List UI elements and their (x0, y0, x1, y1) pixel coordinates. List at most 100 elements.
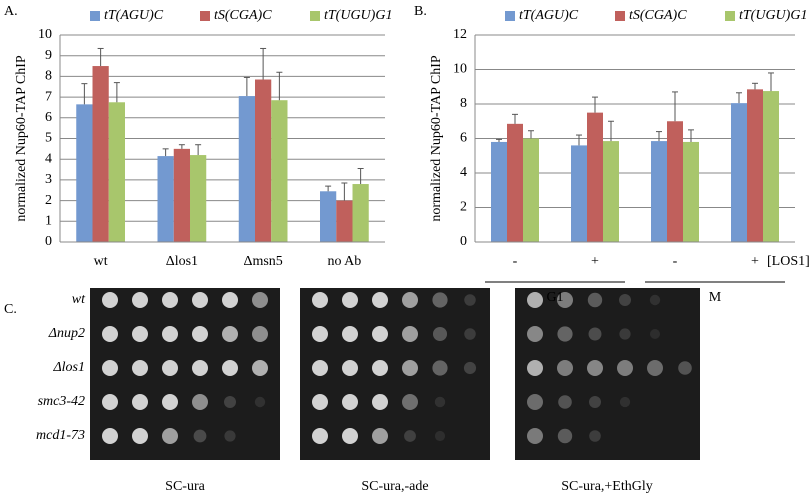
media-label: SC-ura,-ade (361, 479, 428, 494)
yeast-spot (192, 326, 208, 342)
yeast-spot (342, 428, 358, 444)
x-tick-label: Δlos1 (166, 254, 198, 269)
legend-label: tS(CGA)C (629, 8, 687, 23)
yeast-spot (312, 394, 328, 410)
plate-image (515, 288, 700, 460)
y-tick-label: 3 (45, 172, 52, 187)
legend-swatch (505, 11, 515, 21)
legend-label: tT(AGU)C (519, 8, 579, 23)
panel-label: B. (414, 4, 427, 19)
yeast-spot (372, 292, 388, 308)
yeast-spot (404, 430, 416, 442)
y-tick-label: 0 (45, 234, 52, 249)
bar (173, 148, 190, 242)
yeast-spot (132, 394, 148, 410)
group-label: G1 (546, 290, 563, 305)
yeast-spot (342, 292, 358, 308)
yeast-spot (463, 361, 477, 375)
yeast-spot (587, 360, 603, 376)
yeast-spot (132, 292, 148, 308)
y-tick-label: 4 (45, 151, 52, 166)
y-tick-label: 2 (460, 200, 467, 215)
bar (523, 138, 539, 242)
y-axis-label: normalized Nup60-TAP ChIP (14, 55, 29, 222)
yeast-spot (557, 428, 573, 444)
x-tick-label: + (591, 254, 599, 269)
yeast-spot (222, 360, 238, 376)
y-tick-label: 1 (45, 214, 52, 229)
panel-label: C. (4, 302, 17, 317)
yeast-spot (192, 394, 208, 410)
y-tick-label: 0 (460, 234, 467, 249)
plate-image (300, 288, 490, 460)
yeast-spot (252, 360, 268, 376)
yeast-spot (527, 326, 543, 342)
x-tick-label: Δmsn5 (243, 254, 282, 269)
bar (603, 141, 619, 242)
yeast-spot (434, 396, 446, 408)
yeast-spot (252, 292, 268, 308)
yeast-spot (192, 292, 208, 308)
yeast-spot (372, 428, 388, 444)
yeast-spot (587, 292, 603, 308)
yeast-spot (372, 360, 388, 376)
yeast-spot (222, 326, 238, 342)
y-tick-label: 12 (453, 27, 467, 42)
yeast-spot (102, 428, 118, 444)
strain-label: smc3-42 (38, 394, 85, 409)
yeast-spot (372, 394, 388, 410)
y-tick-label: 7 (45, 89, 52, 104)
yeast-spot (224, 396, 236, 408)
yeast-spot (132, 360, 148, 376)
bar (571, 145, 587, 242)
bar (190, 155, 207, 242)
yeast-spot (557, 360, 573, 376)
legend-swatch (310, 11, 320, 21)
yeast-spot (162, 428, 178, 444)
yeast-spot (162, 326, 178, 342)
yeast-spot (372, 326, 388, 342)
yeast-spot (619, 396, 631, 408)
yeast-spot (102, 292, 118, 308)
yeast-spot (162, 292, 178, 308)
y-tick-label: 5 (45, 131, 52, 146)
yeast-spot (102, 394, 118, 410)
yeast-spot (252, 326, 268, 342)
yeast-spot (527, 292, 543, 308)
bar (683, 141, 699, 242)
bar (507, 123, 523, 242)
legend-label: tT(AGU)C (104, 8, 164, 23)
plate-image (90, 288, 280, 460)
bar (157, 156, 174, 242)
x-tick-label: - (673, 254, 678, 269)
yeast-spot (678, 361, 692, 375)
yeast-spot (402, 394, 418, 410)
media-label: SC-ura,+EthGly (561, 479, 653, 494)
yeast-spot (649, 294, 661, 306)
bar (587, 112, 603, 242)
y-tick-label: 10 (38, 27, 52, 42)
bar (320, 191, 337, 242)
bar (108, 102, 125, 243)
yeast-spot (402, 360, 418, 376)
yeast-spot (432, 292, 448, 308)
yeast-spot (557, 326, 573, 342)
x-tick-label: - (513, 254, 518, 269)
yeast-spot (589, 396, 601, 408)
yeast-spot (162, 394, 178, 410)
y-tick-label: 10 (453, 62, 467, 77)
legend-swatch (200, 11, 210, 21)
y-tick-label: 8 (45, 69, 52, 84)
yeast-spot (527, 394, 543, 410)
yeast-spot (342, 360, 358, 376)
yeast-spot (647, 360, 663, 376)
x-tick-label: wt (94, 254, 108, 269)
group-label: M (709, 290, 722, 305)
x-tick-label: + (751, 254, 759, 269)
strain-label: mcd1-73 (36, 428, 85, 443)
yeast-spot (402, 326, 418, 342)
yeast-spot (193, 429, 207, 443)
legend-swatch (90, 11, 100, 21)
bar (336, 200, 353, 242)
